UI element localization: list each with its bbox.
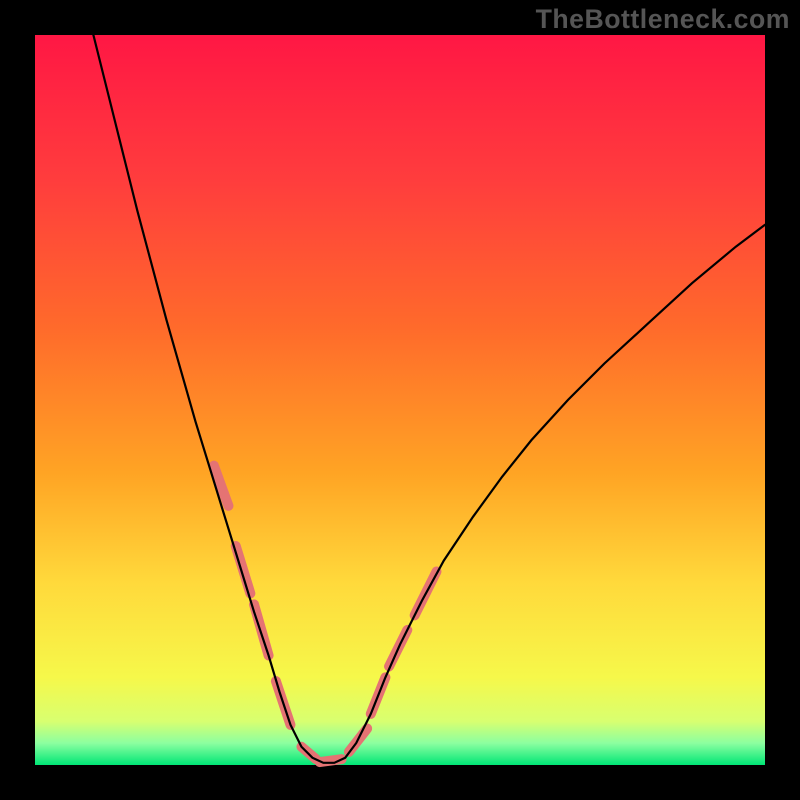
plot-overlay [0,0,800,800]
chart-stage: TheBottleneck.com [0,0,800,800]
bottleneck-curve [93,35,765,763]
watermark-text: TheBottleneck.com [536,4,790,35]
highlight-segment-1 [236,546,251,593]
